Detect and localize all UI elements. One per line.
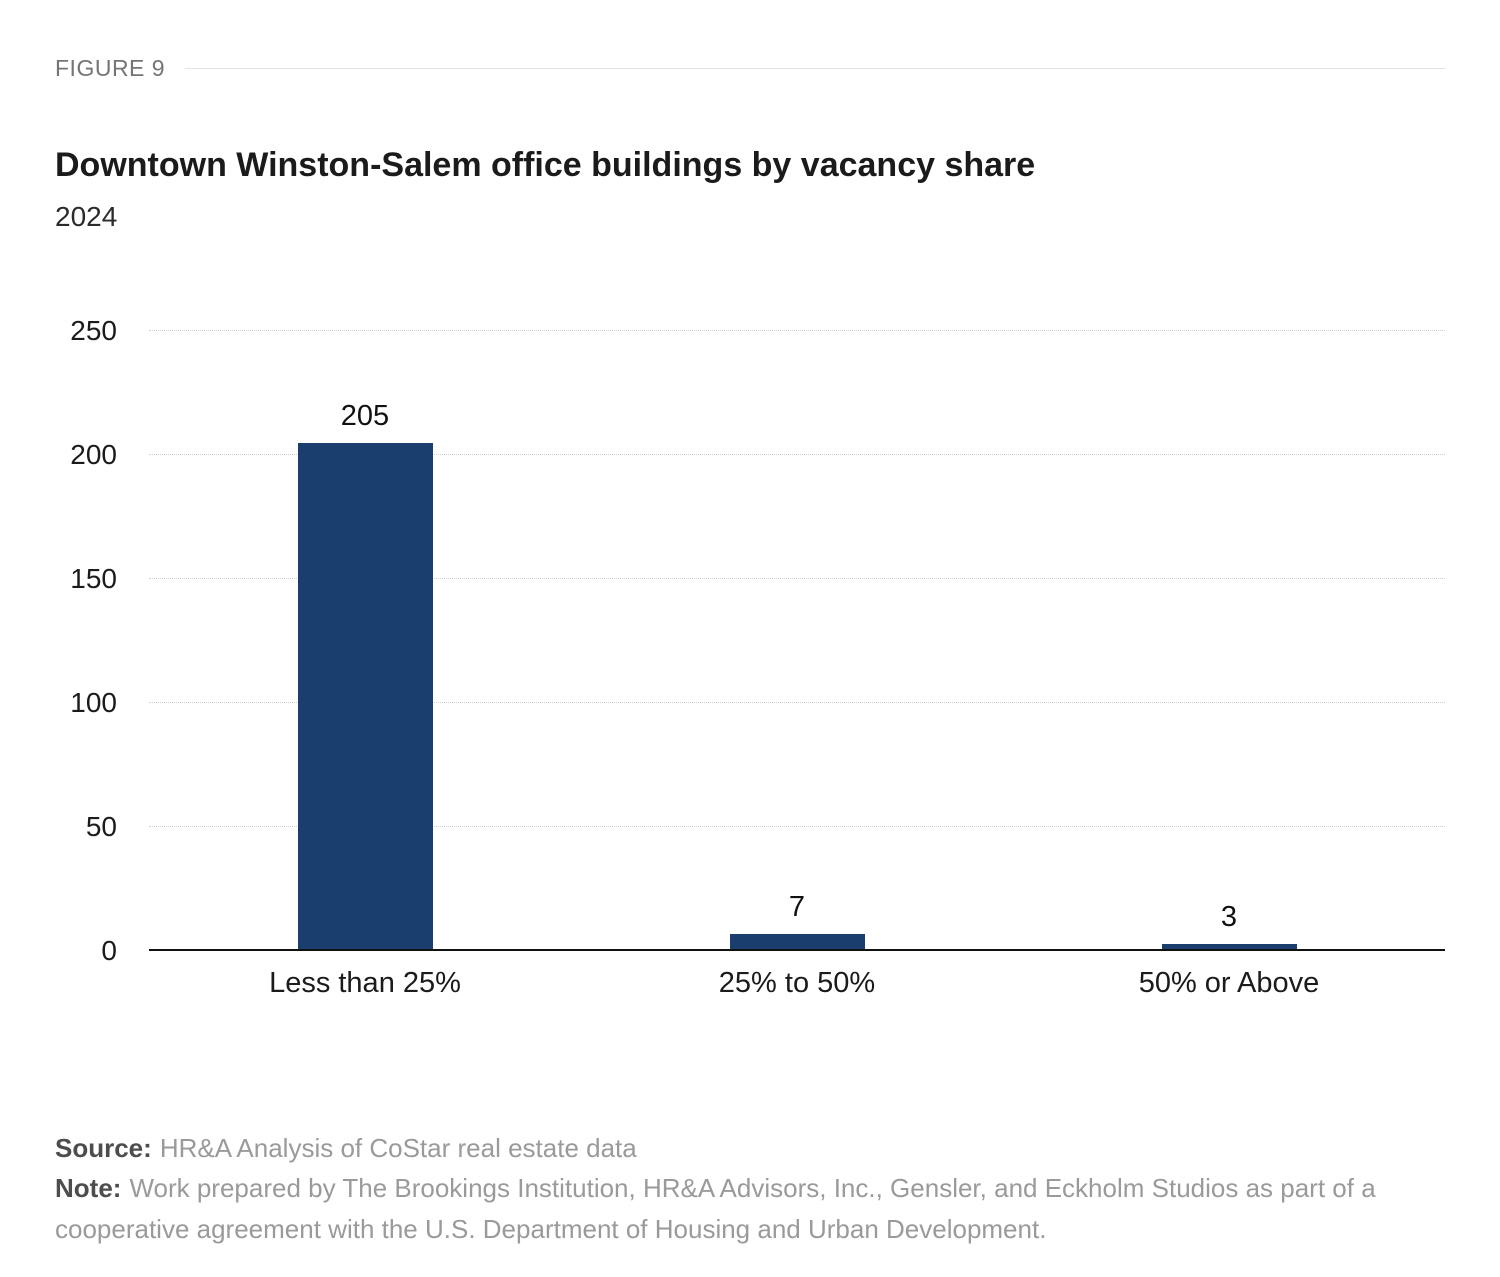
chart-subtitle: 2024 xyxy=(55,201,118,232)
x-axis-label: Less than 25% xyxy=(269,967,461,999)
note-text: Work prepared by The Brookings Instituti… xyxy=(55,1173,1376,1244)
gridline xyxy=(149,578,1445,579)
bar-value-label: 205 xyxy=(340,399,390,432)
y-tick-label: 100 xyxy=(70,687,117,718)
figure-label: FIGURE 9 xyxy=(55,55,166,81)
bar-value-label: 3 xyxy=(1220,900,1238,933)
x-axis-label: 25% to 50% xyxy=(718,967,876,999)
gridline xyxy=(149,454,1445,455)
bar-value-label: 7 xyxy=(788,890,806,923)
source-label: Source: xyxy=(55,1133,152,1163)
bar-slot: 7 xyxy=(581,331,1013,951)
bar-slot: 205 xyxy=(149,331,581,951)
source-text: HR&A Analysis of CoStar real estate data xyxy=(159,1133,637,1163)
plot-area: 205 7 3 xyxy=(149,330,1445,951)
source-line: Source: HR&A Analysis of CoStar real esta… xyxy=(55,1128,1445,1168)
gridline xyxy=(149,702,1445,703)
note-line: Note: Work prepared by The Brookings Inst… xyxy=(55,1168,1445,1249)
figure-header: FIGURE 9 xyxy=(55,55,1445,82)
chart-title: Downtown Winston-Salem office buildings … xyxy=(55,146,1036,184)
y-tick-label: 250 xyxy=(70,315,117,346)
figure-rule-divider xyxy=(185,68,1445,69)
bar xyxy=(1161,943,1297,951)
y-tick-label: 200 xyxy=(70,439,117,470)
gridline xyxy=(149,826,1445,827)
gridline xyxy=(149,330,1445,331)
x-axis-label: 50% or Above xyxy=(1138,967,1320,999)
bar-slot: 3 xyxy=(1013,331,1445,951)
y-tick-label: 50 xyxy=(85,811,117,842)
y-tick-label: 150 xyxy=(70,563,117,594)
bar xyxy=(297,442,433,951)
bar xyxy=(729,933,865,951)
bars-row: 205 7 3 xyxy=(149,331,1445,951)
y-tick-label: 0 xyxy=(101,935,117,966)
bar-chart: 0 50 100 150 200 250 205 7 3 Less than 25% 25% t… xyxy=(55,317,1445,1000)
y-axis-tick-labels: 0 50 100 150 200 250 xyxy=(55,317,117,965)
note-label: Note: xyxy=(55,1173,122,1204)
chart-footer: Source: HR&A Analysis of CoStar real esta… xyxy=(55,1128,1445,1249)
x-axis-labels: Less than 25% 25% to 50% 50% or Above xyxy=(149,967,1445,1000)
x-axis-line xyxy=(149,949,1445,951)
